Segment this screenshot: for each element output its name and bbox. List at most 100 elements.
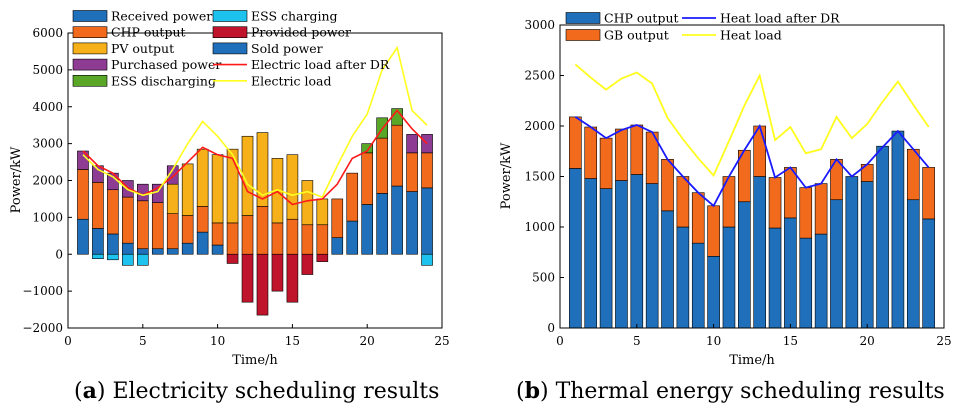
y-tick-label: 500 (532, 271, 555, 285)
bar-received-power-t10 (211, 244, 224, 255)
y-tick-label: 2000 (32, 174, 63, 188)
thermal-lines (574, 63, 930, 208)
bar-received-power-t2 (92, 228, 104, 255)
bar-chp-output-t11 (722, 226, 736, 329)
x-tick-label: 0 (64, 334, 72, 348)
legend-label: CHP output (111, 25, 186, 40)
bar-received-power-t1 (77, 218, 89, 255)
bar-chp-output-t22 (391, 124, 403, 187)
legend-item-provided-power: Provided power (212, 25, 351, 40)
y-tick-label: 2000 (524, 119, 555, 133)
thermal-y-axis-label: Power/kW (499, 142, 514, 209)
bar-provided-power-t16 (301, 253, 314, 275)
bar-gb-output-t10 (707, 205, 720, 257)
thermal-y-ticks: 0 500 1000 1500 2000 2500 3000 (524, 18, 564, 335)
bar-gb-output-t4 (615, 128, 628, 181)
bar-received-power-t4 (122, 242, 134, 255)
bar-pv-output-t8 (181, 163, 194, 216)
thermal-caption-label: b (524, 378, 540, 404)
x-tick-label: 20 (860, 334, 875, 348)
bar-chp-output-t14 (271, 222, 284, 255)
x-tick-label: 10 (210, 334, 225, 348)
bar-chp-output-t3 (599, 188, 613, 329)
y-tick-label: 6000 (32, 26, 63, 40)
legend-swatch (212, 10, 248, 22)
legend-swatch (565, 12, 601, 24)
bar-received-power-t8 (181, 242, 194, 255)
bar-chp-output-t22 (891, 130, 905, 329)
bar-chp-output-t10 (211, 222, 224, 246)
y-tick-label: 1000 (32, 210, 63, 224)
electricity-lines (82, 45, 428, 206)
bar-chp-output-t18 (830, 199, 843, 329)
bar-chp-output-t2 (92, 182, 104, 229)
bar-ess-charging-t24 (421, 253, 433, 266)
bar-chp-output-t7 (661, 210, 674, 329)
bar-provided-power-t12 (241, 253, 254, 303)
bar-chp-output-t6 (151, 202, 164, 250)
bar-gb-output-t3 (599, 137, 613, 189)
bar-received-power-t7 (166, 248, 179, 255)
bar-chp-output-t7 (166, 213, 179, 250)
line-electric-load (82, 45, 428, 199)
bar-chp-output-t12 (738, 201, 751, 329)
bar-received-power-t22 (391, 185, 403, 255)
legend-item-heat-load-after-dr: Heat load after DR (682, 11, 840, 26)
bar-chp-output-t21 (376, 137, 388, 194)
bar-received-power-t20 (361, 204, 374, 255)
legend-label: Heat load after DR (720, 11, 840, 26)
bar-chp-output-t14 (768, 227, 782, 329)
bar-chp-output-t1 (569, 168, 582, 329)
legend-swatch (72, 26, 108, 39)
bar-ess-charging-t5 (137, 253, 149, 266)
bar-provided-power-t11 (226, 253, 239, 264)
bar-received-power-t18 (331, 237, 344, 255)
bar-pv-output-t15 (286, 154, 299, 220)
bar-chp-output-t24 (922, 218, 935, 329)
y-tick-label: 1500 (524, 170, 555, 184)
bar-pv-output-t14 (271, 158, 284, 224)
x-tick-label: 15 (783, 334, 798, 348)
bar-pv-output-t10 (211, 154, 224, 224)
thermal-chart: 0 5 10 15 20 25 0 500 1000 1500 2000 2500 3000 Time… (499, 11, 952, 369)
bar-chp-output-t20 (361, 152, 374, 205)
bar-chp-output-t4 (122, 196, 134, 244)
legend-swatch (72, 75, 108, 87)
x-tick-label: 25 (434, 334, 449, 348)
bar-chp-output-t19 (346, 172, 359, 222)
legend-item-purchased-power: Purchased power (72, 57, 221, 72)
y-tick-label: 3000 (32, 137, 63, 151)
bar-received-power-t3 (107, 233, 119, 255)
legend-label: Purchased power (111, 57, 221, 72)
bar-chp-output-t9 (196, 206, 209, 233)
bar-received-power-t5 (137, 248, 149, 255)
y-tick-label: 5000 (32, 63, 63, 77)
bar-ess-discharging-t20 (361, 143, 374, 154)
legend-swatch (72, 42, 108, 55)
bar-gb-output-t9 (691, 192, 705, 244)
legend-item-electric-load: Electric load (213, 73, 331, 88)
bar-gb-output-t1 (569, 116, 582, 169)
bar-gb-output-t16 (799, 187, 813, 239)
bar-chp-output-t17 (316, 224, 329, 255)
bar-pv-output-t16 (301, 180, 314, 226)
legend-item-pv-output: PV output (72, 41, 174, 56)
y-tick-label: 0 (547, 321, 555, 335)
bar-pv-output-t9 (196, 148, 209, 207)
bar-chp-output-t15 (286, 218, 299, 255)
line-heat-load-after-dr (574, 116, 930, 208)
electricity-caption: (a) Electricity scheduling results (74, 378, 440, 404)
thermal-caption: (b) Thermal energy scheduling results (516, 378, 945, 404)
electricity-caption-label: a (82, 378, 97, 404)
bar-chp-output-t10 (707, 255, 720, 329)
legend-item-received-power: Received power (72, 9, 212, 24)
x-tick-label: 25 (936, 334, 951, 348)
x-tick-label: 10 (706, 334, 721, 348)
bar-chp-output-t15 (784, 217, 797, 329)
legend-label: ESS charging (251, 9, 338, 24)
legend-item-sold-power: Sold power (212, 41, 323, 56)
bar-provided-power-t14 (271, 253, 284, 292)
y-tick-label: −2000 (22, 321, 63, 335)
